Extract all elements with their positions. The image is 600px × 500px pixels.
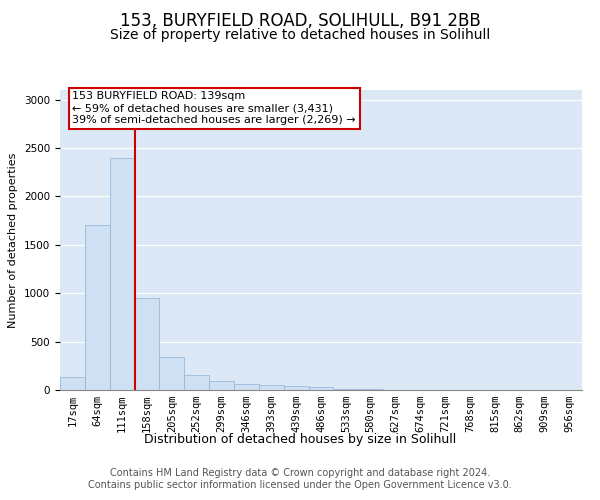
Text: Size of property relative to detached houses in Solihull: Size of property relative to detached ho… (110, 28, 490, 42)
Bar (284, 386, 308, 390)
Bar (334, 388, 358, 390)
Bar (358, 389, 383, 390)
Bar (110, 158, 134, 390)
Bar (134, 298, 160, 390)
Y-axis label: Number of detached properties: Number of detached properties (8, 152, 19, 328)
Text: 153 BURYFIELD ROAD: 139sqm
← 59% of detached houses are smaller (3,431)
39% of s: 153 BURYFIELD ROAD: 139sqm ← 59% of deta… (73, 92, 356, 124)
Bar (160, 357, 184, 390)
Text: Distribution of detached houses by size in Solihull: Distribution of detached houses by size … (144, 432, 456, 446)
Bar (209, 382, 234, 390)
Text: 153, BURYFIELD ROAD, SOLIHULL, B91 2BB: 153, BURYFIELD ROAD, SOLIHULL, B91 2BB (119, 12, 481, 30)
Bar (85, 226, 110, 390)
Bar (184, 376, 209, 390)
Bar (60, 378, 85, 390)
Bar (234, 384, 259, 390)
Bar (308, 387, 334, 390)
Text: Contains HM Land Registry data © Crown copyright and database right 2024.
Contai: Contains HM Land Registry data © Crown c… (88, 468, 512, 490)
Bar (259, 385, 284, 390)
